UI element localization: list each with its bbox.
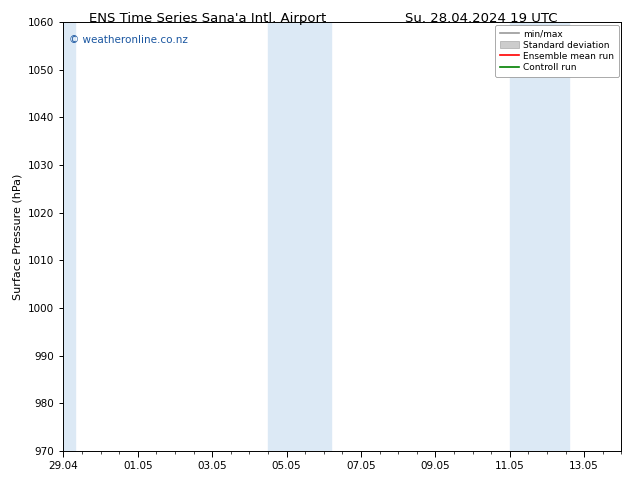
- Bar: [52, 22, 75, 451]
- Bar: [510, 22, 569, 451]
- Text: ENS Time Series Sana'a Intl. Airport: ENS Time Series Sana'a Intl. Airport: [89, 12, 326, 25]
- Y-axis label: Surface Pressure (hPa): Surface Pressure (hPa): [13, 173, 23, 299]
- Text: © weatheronline.co.nz: © weatheronline.co.nz: [69, 35, 188, 45]
- Text: Su. 28.04.2024 19 UTC: Su. 28.04.2024 19 UTC: [405, 12, 558, 25]
- Legend: min/max, Standard deviation, Ensemble mean run, Controll run: min/max, Standard deviation, Ensemble me…: [495, 25, 619, 76]
- Bar: [268, 22, 331, 451]
